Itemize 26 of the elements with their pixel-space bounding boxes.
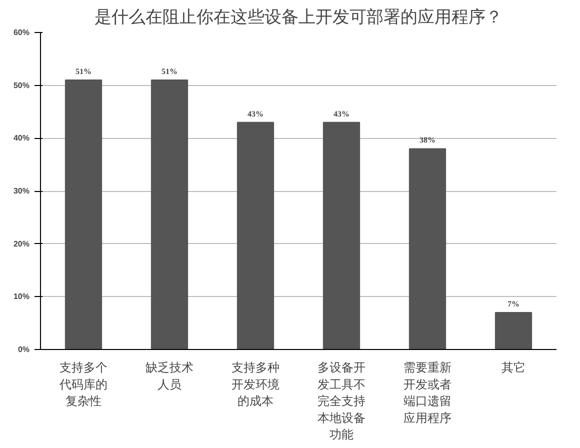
y-tick-label: 50% bbox=[13, 80, 30, 90]
y-tick-label: 0% bbox=[18, 345, 30, 354]
x-tick-label: 其它 bbox=[502, 360, 526, 374]
data-label: 7% bbox=[508, 300, 520, 309]
bar bbox=[494, 312, 532, 350]
x-tick-label: 需要重新开发或者端口遗留应用程序 bbox=[404, 360, 452, 425]
bar bbox=[236, 122, 274, 350]
chart-title: 是什么在阻止你在这些设备上开发可部署的应用程序？ bbox=[94, 8, 502, 28]
y-tick-label: 40% bbox=[13, 134, 30, 143]
bar bbox=[408, 148, 446, 350]
bar bbox=[322, 122, 360, 350]
bar bbox=[64, 80, 102, 350]
data-label: 43% bbox=[248, 109, 264, 118]
data-label: 51% bbox=[76, 67, 92, 76]
data-label: 38% bbox=[420, 136, 436, 145]
x-tick-label: 多设备开发工具不完全支持本地设备功能 bbox=[318, 360, 366, 442]
x-tick-label: 支持多个代码库的复杂性 bbox=[58, 360, 108, 408]
y-tick-label: 60% bbox=[13, 28, 30, 37]
x-tick-label: 缺乏技术人员 bbox=[146, 360, 194, 392]
y-tick-label: 30% bbox=[13, 186, 30, 196]
data-label: 51% bbox=[162, 67, 178, 76]
y-tick-label: 10% bbox=[13, 292, 30, 302]
y-tick-label: 20% bbox=[13, 239, 30, 248]
x-tick-label: 支持多种开发环境的成本 bbox=[232, 360, 280, 408]
data-label: 43% bbox=[334, 109, 350, 118]
bar bbox=[150, 80, 188, 350]
